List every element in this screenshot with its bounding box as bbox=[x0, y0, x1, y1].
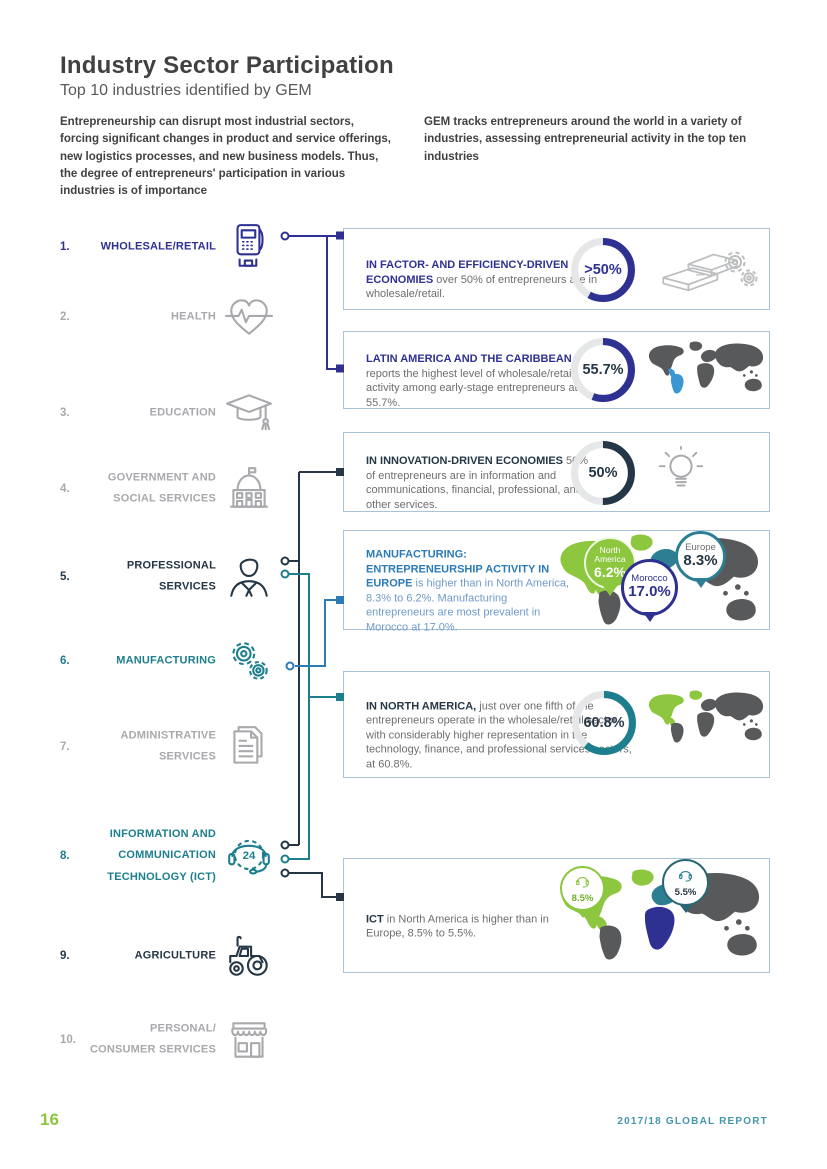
callout-lead: IN INNOVATION-DRIVEN ECONOMIES bbox=[366, 454, 563, 467]
industry-rank: 4. bbox=[60, 483, 70, 495]
callout-innovation-driven: IN INNOVATION-DRIVEN ECONOMIES 50% of en… bbox=[343, 432, 770, 512]
pin-label: Morocco bbox=[631, 573, 668, 585]
callout-manufacturing-europe: MANUFACTURING: ENTREPRENEURSHIP ACTIVITY… bbox=[343, 530, 770, 633]
lightbulb-icon bbox=[654, 445, 708, 504]
industry-label-health: HEALTH bbox=[171, 310, 216, 323]
industry-rank: 3. bbox=[60, 407, 70, 419]
callout-body: reports the highest level of wholesale/r… bbox=[366, 367, 578, 409]
pin-label: America bbox=[594, 554, 626, 565]
callout-body: 50% of entrepreneurs are in information … bbox=[366, 454, 589, 511]
donut-value: 60.8% bbox=[583, 715, 625, 731]
map-pin-north-america-ict: 8.5% bbox=[560, 866, 605, 911]
callout-text: IN FACTOR- AND EFFICIENCY-DRIVEN ECONOMI… bbox=[366, 258, 604, 302]
callout-lead: IN FACTOR- AND EFFICIENCY-DRIVEN ECONOMI… bbox=[366, 259, 569, 286]
world-map-latam-highlight bbox=[648, 341, 764, 394]
industry-label-administrative-services: ADMINISTRATIVE SERVICES bbox=[120, 729, 216, 763]
gold-ingots-icon bbox=[654, 241, 746, 304]
page-subtitle: Top 10 industries identified by GEM bbox=[60, 82, 312, 99]
gears-icon bbox=[222, 633, 276, 689]
intro-paragraph-right: GEM tracks entrepreneurs around the worl… bbox=[424, 116, 747, 163]
industry-label-wholesale-retail: WHOLESALE/RETAIL bbox=[100, 240, 216, 253]
headset-icon bbox=[574, 873, 591, 893]
industry-label-government-social: GOVERNMENT AND SOCIAL SERVICES bbox=[107, 471, 216, 505]
pin-value: 6.2% bbox=[594, 563, 626, 580]
industry-label-ict: INFORMATION AND COMMUNICATION TECHNOLOGY… bbox=[107, 827, 216, 883]
donut-value: >50% bbox=[584, 262, 622, 278]
map-pin-europe-ict: 5.5% bbox=[662, 859, 709, 906]
callout-latin-america: LATIN AMERICA AND THE CARIBBEAN reports … bbox=[343, 331, 770, 409]
callout-text: IN INNOVATION-DRIVEN ECONOMIES 50% of en… bbox=[366, 454, 591, 512]
callout-body: over 50% of entrepreneurs are in wholesa… bbox=[366, 273, 598, 301]
headset-icon bbox=[677, 867, 694, 887]
icon-text-24: 24 bbox=[243, 850, 256, 862]
tractor-icon bbox=[222, 928, 276, 984]
gears-icon bbox=[716, 247, 764, 300]
callout-ict: ICT in North America is higher than in E… bbox=[343, 858, 770, 973]
callout-body: in North America is higher than in Europ… bbox=[366, 912, 549, 940]
callout-lead: LATIN AMERICA AND THE CARIBBEAN bbox=[366, 352, 572, 365]
industry-rank: 2. bbox=[60, 311, 70, 323]
business-person-icon bbox=[222, 549, 276, 605]
donut-value: 55.7% bbox=[582, 362, 624, 378]
page-number: 16 bbox=[40, 1110, 59, 1129]
world-map-north-america-highlight bbox=[648, 690, 764, 743]
callout-body: is higher than in North America, 8.3% to… bbox=[366, 577, 569, 634]
industry-rank: 6. bbox=[60, 655, 70, 667]
report-label: 2017/18 GLOBAL REPORT bbox=[617, 1116, 768, 1127]
map-pin-morocco: Morocco 17.0% bbox=[621, 559, 678, 616]
industry-label-manufacturing: MANUFACTURING bbox=[116, 654, 216, 667]
storefront-icon bbox=[222, 1012, 276, 1068]
callout-lead: MANUFACTURING: ENTREPRENEURSHIP ACTIVITY… bbox=[366, 548, 550, 590]
industry-label-education: EDUCATION bbox=[149, 406, 216, 419]
industry-rank: 9. bbox=[60, 950, 70, 962]
callout-lead: ICT bbox=[366, 912, 384, 925]
pin-label: Europe bbox=[685, 542, 716, 554]
industry-rank: 10. bbox=[60, 1034, 76, 1046]
donut-chart-50: 50% bbox=[567, 437, 639, 509]
intro-paragraph-left: Entrepreneurship can disrupt most indust… bbox=[60, 116, 392, 197]
documents-icon bbox=[222, 719, 276, 775]
headset-24-icon: 24 bbox=[222, 828, 276, 884]
government-building-icon bbox=[222, 461, 276, 517]
callout-body: just over one fifth of the entrepreneurs… bbox=[366, 700, 632, 771]
industry-rank: 8. bbox=[60, 850, 70, 862]
callout-text: MANUFACTURING: ENTREPRENEURSHIP ACTIVITY… bbox=[366, 547, 572, 634]
callout-text: LATIN AMERICA AND THE CARIBBEAN reports … bbox=[366, 352, 584, 410]
donut-chart-60-8: 60.8% bbox=[568, 687, 640, 759]
card-terminal-icon bbox=[222, 219, 276, 275]
industry-label-personal-consumer: PERSONAL/ CONSUMER SERVICES bbox=[89, 1022, 216, 1056]
industry-rank: 7. bbox=[60, 741, 70, 753]
pin-value: 8.3% bbox=[683, 552, 718, 570]
page-title: Industry Sector Participation bbox=[60, 52, 394, 79]
heart-pulse-icon bbox=[222, 289, 276, 345]
graduation-cap-icon bbox=[222, 385, 276, 441]
pin-value: 5.5% bbox=[674, 887, 697, 898]
pin-value: 17.0% bbox=[628, 583, 671, 601]
callout-north-america: IN NORTH AMERICA, just over one fifth of… bbox=[343, 671, 770, 778]
industry-label-professional-services: PROFESSIONAL SERVICES bbox=[126, 559, 216, 593]
map-pin-europe: Europe 8.3% bbox=[675, 531, 726, 582]
industry-rank: 1. bbox=[60, 241, 70, 253]
callout-text: ICT in North America is higher than in E… bbox=[366, 912, 556, 941]
callout-lead: IN NORTH AMERICA, bbox=[366, 700, 477, 713]
pin-label: North bbox=[599, 544, 621, 555]
callout-text: IN NORTH AMERICA, just over one fifth of… bbox=[366, 699, 634, 772]
industry-label-agriculture: AGRICULTURE bbox=[134, 949, 216, 962]
callout-factor-efficiency: IN FACTOR- AND EFFICIENCY-DRIVEN ECONOMI… bbox=[343, 228, 770, 310]
pin-value: 8.5% bbox=[571, 893, 594, 904]
industry-rank: 5. bbox=[60, 571, 70, 583]
donut-value: 50% bbox=[588, 465, 618, 481]
donut-chart-over-50: >50% bbox=[567, 234, 639, 306]
donut-chart-55-7: 55.7% bbox=[567, 334, 639, 406]
